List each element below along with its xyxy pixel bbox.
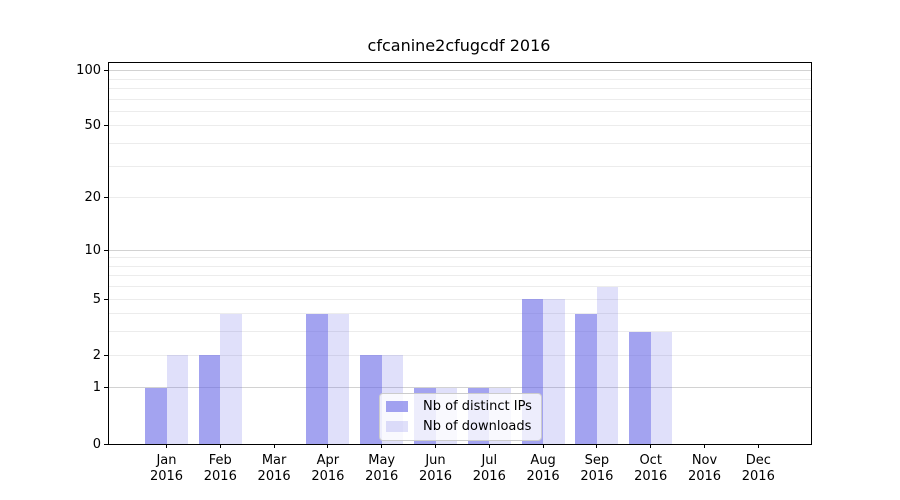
bar-may-distinct-ips	[360, 355, 382, 444]
y-tick-mark	[104, 387, 108, 389]
minor-gridline	[109, 143, 811, 145]
minor-gridline	[109, 165, 811, 167]
y-tick-mark	[104, 249, 108, 251]
minor-gridline	[109, 331, 811, 333]
minor-gridline	[109, 313, 811, 315]
x-tick-mark	[219, 444, 221, 448]
minor-gridline	[109, 354, 811, 356]
x-tick-mark	[757, 444, 759, 448]
minor-gridline	[109, 98, 811, 100]
bar-sep-distinct-ips	[575, 313, 597, 444]
y-tick-label: 20	[84, 190, 101, 206]
y-tick-mark	[104, 443, 108, 445]
y-tick-label: 50	[84, 118, 101, 134]
bar-jan-downloads	[166, 355, 188, 444]
bar-jan-distinct-ips	[145, 387, 167, 444]
plot-area: 0 1 2 5 10 20 50 100 Jan 2016 Feb 2016 Mar 2016 Ap…	[76, 62, 812, 484]
legend-swatch-distinct-ips	[386, 401, 408, 412]
x-tick-label: Feb 2016	[203, 453, 237, 484]
y-tick-mark	[104, 354, 108, 356]
minor-gridline	[109, 275, 811, 277]
legend-label-downloads: Nb of downloads	[423, 419, 532, 434]
minor-gridline	[109, 125, 811, 127]
y-tick-label: 1	[92, 380, 101, 396]
minor-gridline	[109, 298, 811, 300]
x-tick-mark	[327, 444, 329, 448]
legend-row-distinct-ips: Nb of distinct IPs	[386, 399, 532, 414]
minor-gridline	[109, 197, 811, 199]
minor-gridline	[109, 78, 811, 80]
major-gridline	[109, 70, 811, 72]
x-tick-mark	[435, 444, 436, 448]
x-tick-label: Jun 2016	[418, 453, 453, 484]
x-tick-label: Mar 2016	[257, 453, 291, 484]
y-tick-label: 0	[92, 436, 101, 452]
bar-sep-downloads	[596, 286, 619, 444]
x-tick-label: Dec 2016	[741, 453, 775, 484]
x-tick-label: Jan 2016	[149, 453, 184, 484]
bar-apr-distinct-ips	[306, 313, 328, 444]
y-tick-label: 10	[84, 242, 101, 258]
x-tick-mark	[166, 444, 167, 448]
legend-swatch-downloads	[386, 421, 408, 432]
x-tick-label: Nov 2016	[687, 453, 722, 484]
bar-feb-distinct-ips	[198, 355, 221, 444]
x-tick-label: May 2016	[365, 453, 399, 484]
y-tick-mark	[104, 298, 108, 300]
x-tick-mark	[488, 444, 490, 448]
x-tick-label: Aug 2016	[526, 453, 560, 484]
x-tick-label: Sep 2016	[580, 453, 614, 484]
minor-gridline	[109, 110, 811, 112]
x-tick-mark	[596, 444, 598, 448]
major-gridline	[109, 387, 811, 389]
legend-row-downloads: Nb of downloads	[386, 419, 532, 434]
legend-label-distinct-ips: Nb of distinct IPs	[423, 399, 532, 414]
bar-oct-distinct-ips	[629, 331, 651, 444]
x-tick-mark	[542, 444, 544, 448]
bar-feb-downloads	[220, 313, 242, 444]
chart-title: cfcanine2cfugcdf 2016	[367, 36, 551, 55]
x-tick-label: Apr 2016	[311, 453, 345, 484]
y-tick-label: 100	[76, 63, 101, 79]
legend: Nb of distinct IPs Nb of downloads	[379, 393, 542, 441]
bar-aug-downloads	[543, 299, 565, 444]
minor-gridline	[109, 265, 811, 267]
minor-gridline	[109, 286, 811, 288]
minor-gridline	[109, 88, 811, 90]
bar-apr-downloads	[327, 313, 350, 444]
x-tick-mark	[650, 444, 652, 448]
y-tick-mark	[104, 125, 108, 127]
y-tick-mark	[104, 197, 108, 199]
y-tick-mark	[104, 70, 108, 72]
x-tick-label: Oct 2016	[634, 453, 668, 484]
y-tick-label: 5	[92, 291, 101, 307]
x-tick-label: Jul 2016	[472, 453, 506, 484]
minor-gridline	[109, 257, 811, 259]
x-tick-mark	[273, 444, 275, 448]
x-tick-mark	[704, 444, 705, 448]
major-gridline	[109, 249, 811, 251]
bar-oct-downloads	[650, 331, 673, 444]
x-tick-mark	[381, 444, 383, 448]
y-tick-label: 2	[92, 347, 101, 363]
